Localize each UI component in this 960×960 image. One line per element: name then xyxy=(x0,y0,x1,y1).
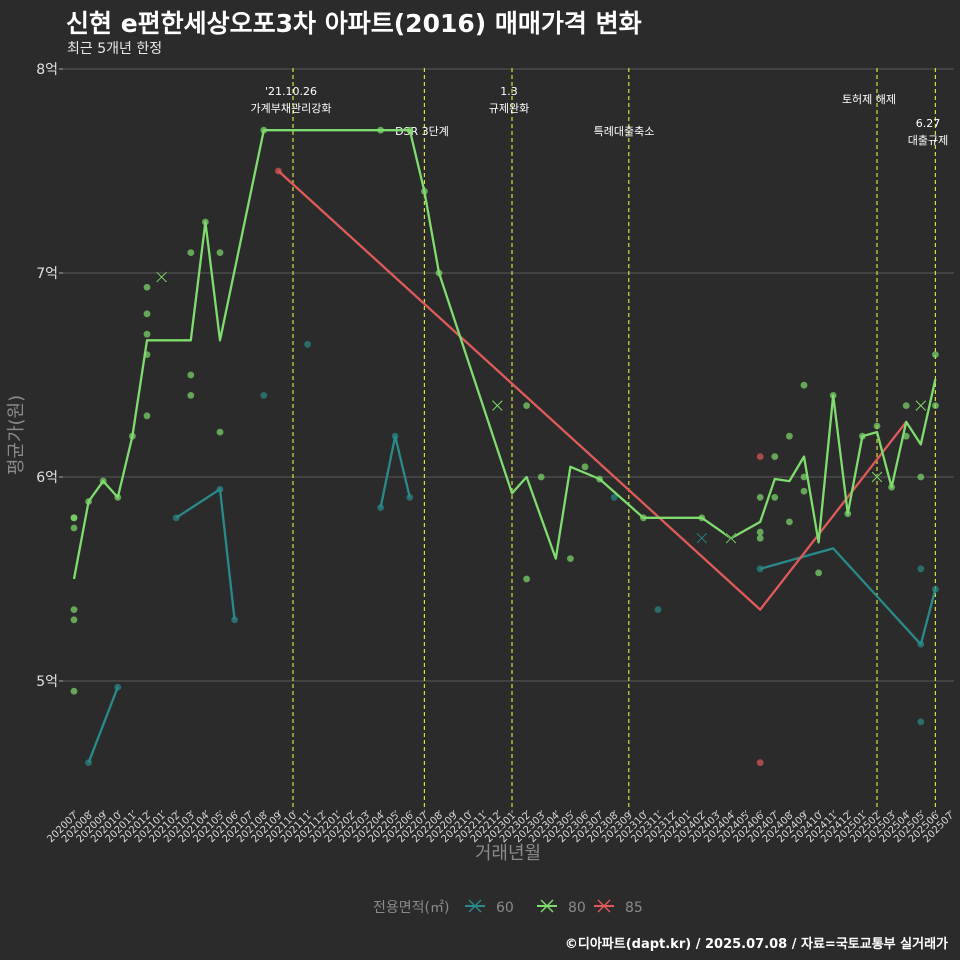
legend-key-85 xyxy=(594,899,614,913)
series-80-point xyxy=(523,575,530,583)
series-80-point xyxy=(581,463,589,471)
series-80-point xyxy=(756,534,764,542)
series-60-point xyxy=(304,341,311,348)
legend: 전용면적(㎡) 60 80 85 xyxy=(373,899,643,916)
series-80-point xyxy=(216,249,224,256)
series-80-point xyxy=(143,330,151,338)
event-label: 가계부채관리강화 xyxy=(251,102,332,115)
series-80-point xyxy=(917,473,925,481)
legend-key-80 xyxy=(537,899,557,913)
y-tick-label: 6억 xyxy=(36,470,58,486)
legend-key-60 xyxy=(465,899,485,913)
series-80-point xyxy=(216,428,224,436)
x-marker-stroke xyxy=(156,271,167,283)
series-60-point xyxy=(917,565,925,573)
series-85-point xyxy=(756,453,764,460)
series-80-point xyxy=(143,310,151,318)
series-80-point xyxy=(187,392,195,399)
y-tick-label: 8억 xyxy=(36,62,58,78)
x-marker-stroke xyxy=(492,400,503,411)
series-80-point xyxy=(815,569,822,577)
chart-title: 신현 e편한세상오포3차 아파트(2016) 매매가격 변화 xyxy=(66,9,642,38)
event-label: '21.10.26 xyxy=(265,85,317,98)
x-marker-stroke xyxy=(871,471,883,483)
series-60-point xyxy=(917,718,925,726)
series-80-point xyxy=(70,687,78,695)
series-60-x-marker xyxy=(695,531,709,545)
event-label: 특례대출축소 xyxy=(594,125,655,138)
series-80-point xyxy=(932,351,939,358)
series-80-line xyxy=(72,129,937,580)
y-tick-label: 7억 xyxy=(36,266,58,282)
legend-label-80: 80 xyxy=(568,900,586,916)
event-label: DSR 3단계 xyxy=(395,125,449,138)
event-label: 토허제 해제 xyxy=(842,92,896,106)
series-80-point xyxy=(800,381,808,389)
legend-key-x xyxy=(597,899,611,913)
legend-label-60: 60 xyxy=(496,900,514,916)
series-80-point xyxy=(70,616,78,624)
series-80-point xyxy=(143,412,151,420)
series-80-point xyxy=(800,487,808,495)
series-85-point xyxy=(756,759,764,766)
series-80-point xyxy=(771,453,779,460)
series-60-point xyxy=(260,392,268,399)
series-80-point xyxy=(873,422,881,430)
x-marker-stroke xyxy=(725,532,737,544)
series-60-line xyxy=(379,435,411,508)
x-marker-stroke xyxy=(915,400,927,411)
y-tick-label: 5억 xyxy=(36,674,58,690)
series-80-point xyxy=(187,249,195,256)
legend-key-x xyxy=(540,899,554,913)
source-caption: ©디아파트(dapt.kr) / 2025.07.08 / 자료=국토교통부 실… xyxy=(564,937,948,952)
series-80-point xyxy=(756,494,764,501)
series-60-line xyxy=(175,488,236,620)
series-80-point xyxy=(786,518,793,526)
series-80-point xyxy=(537,473,545,481)
series-80-x-marker xyxy=(870,470,884,484)
series-80-point xyxy=(800,473,808,481)
series-80-point xyxy=(187,371,195,379)
legend-title: 전용면적(㎡) xyxy=(373,900,449,916)
legend-label-85: 85 xyxy=(625,900,643,916)
x-marker-stroke xyxy=(696,532,708,544)
series-85-line xyxy=(277,170,908,611)
series-80-point xyxy=(523,402,530,409)
series-60-point xyxy=(654,606,662,613)
series-80-point xyxy=(771,494,779,501)
x-axis-title: 거래년월 xyxy=(475,843,541,864)
series-80-point xyxy=(567,555,574,562)
series-80-x-marker xyxy=(155,270,169,284)
series-80-point xyxy=(70,606,78,613)
series-80-point xyxy=(902,402,910,409)
series-80-x-marker xyxy=(914,399,928,413)
series-60-line xyxy=(759,547,937,646)
series-80-point xyxy=(70,514,78,522)
event-label: 규제완화 xyxy=(489,102,529,115)
event-label: 1.3 xyxy=(500,85,518,98)
series-80-point xyxy=(756,528,764,536)
series-80-point xyxy=(786,432,793,440)
event-label: 대출규제 xyxy=(908,134,948,147)
chart-subtitle: 최근 5개년 한정 xyxy=(67,41,163,57)
series-60-point xyxy=(932,585,939,593)
y-axis-title: 평균가(원) xyxy=(6,395,27,475)
series-60-point xyxy=(610,494,618,501)
series-80-point xyxy=(70,524,78,532)
series-80-x-marker xyxy=(724,531,738,545)
event-label: 6.27 xyxy=(916,117,941,130)
series-80-point xyxy=(932,402,939,409)
series-80-point xyxy=(143,283,151,291)
series-60-point xyxy=(756,565,764,573)
series-80-x-marker xyxy=(490,399,504,413)
series-60-line xyxy=(87,686,119,764)
legend-key-x xyxy=(468,899,482,913)
